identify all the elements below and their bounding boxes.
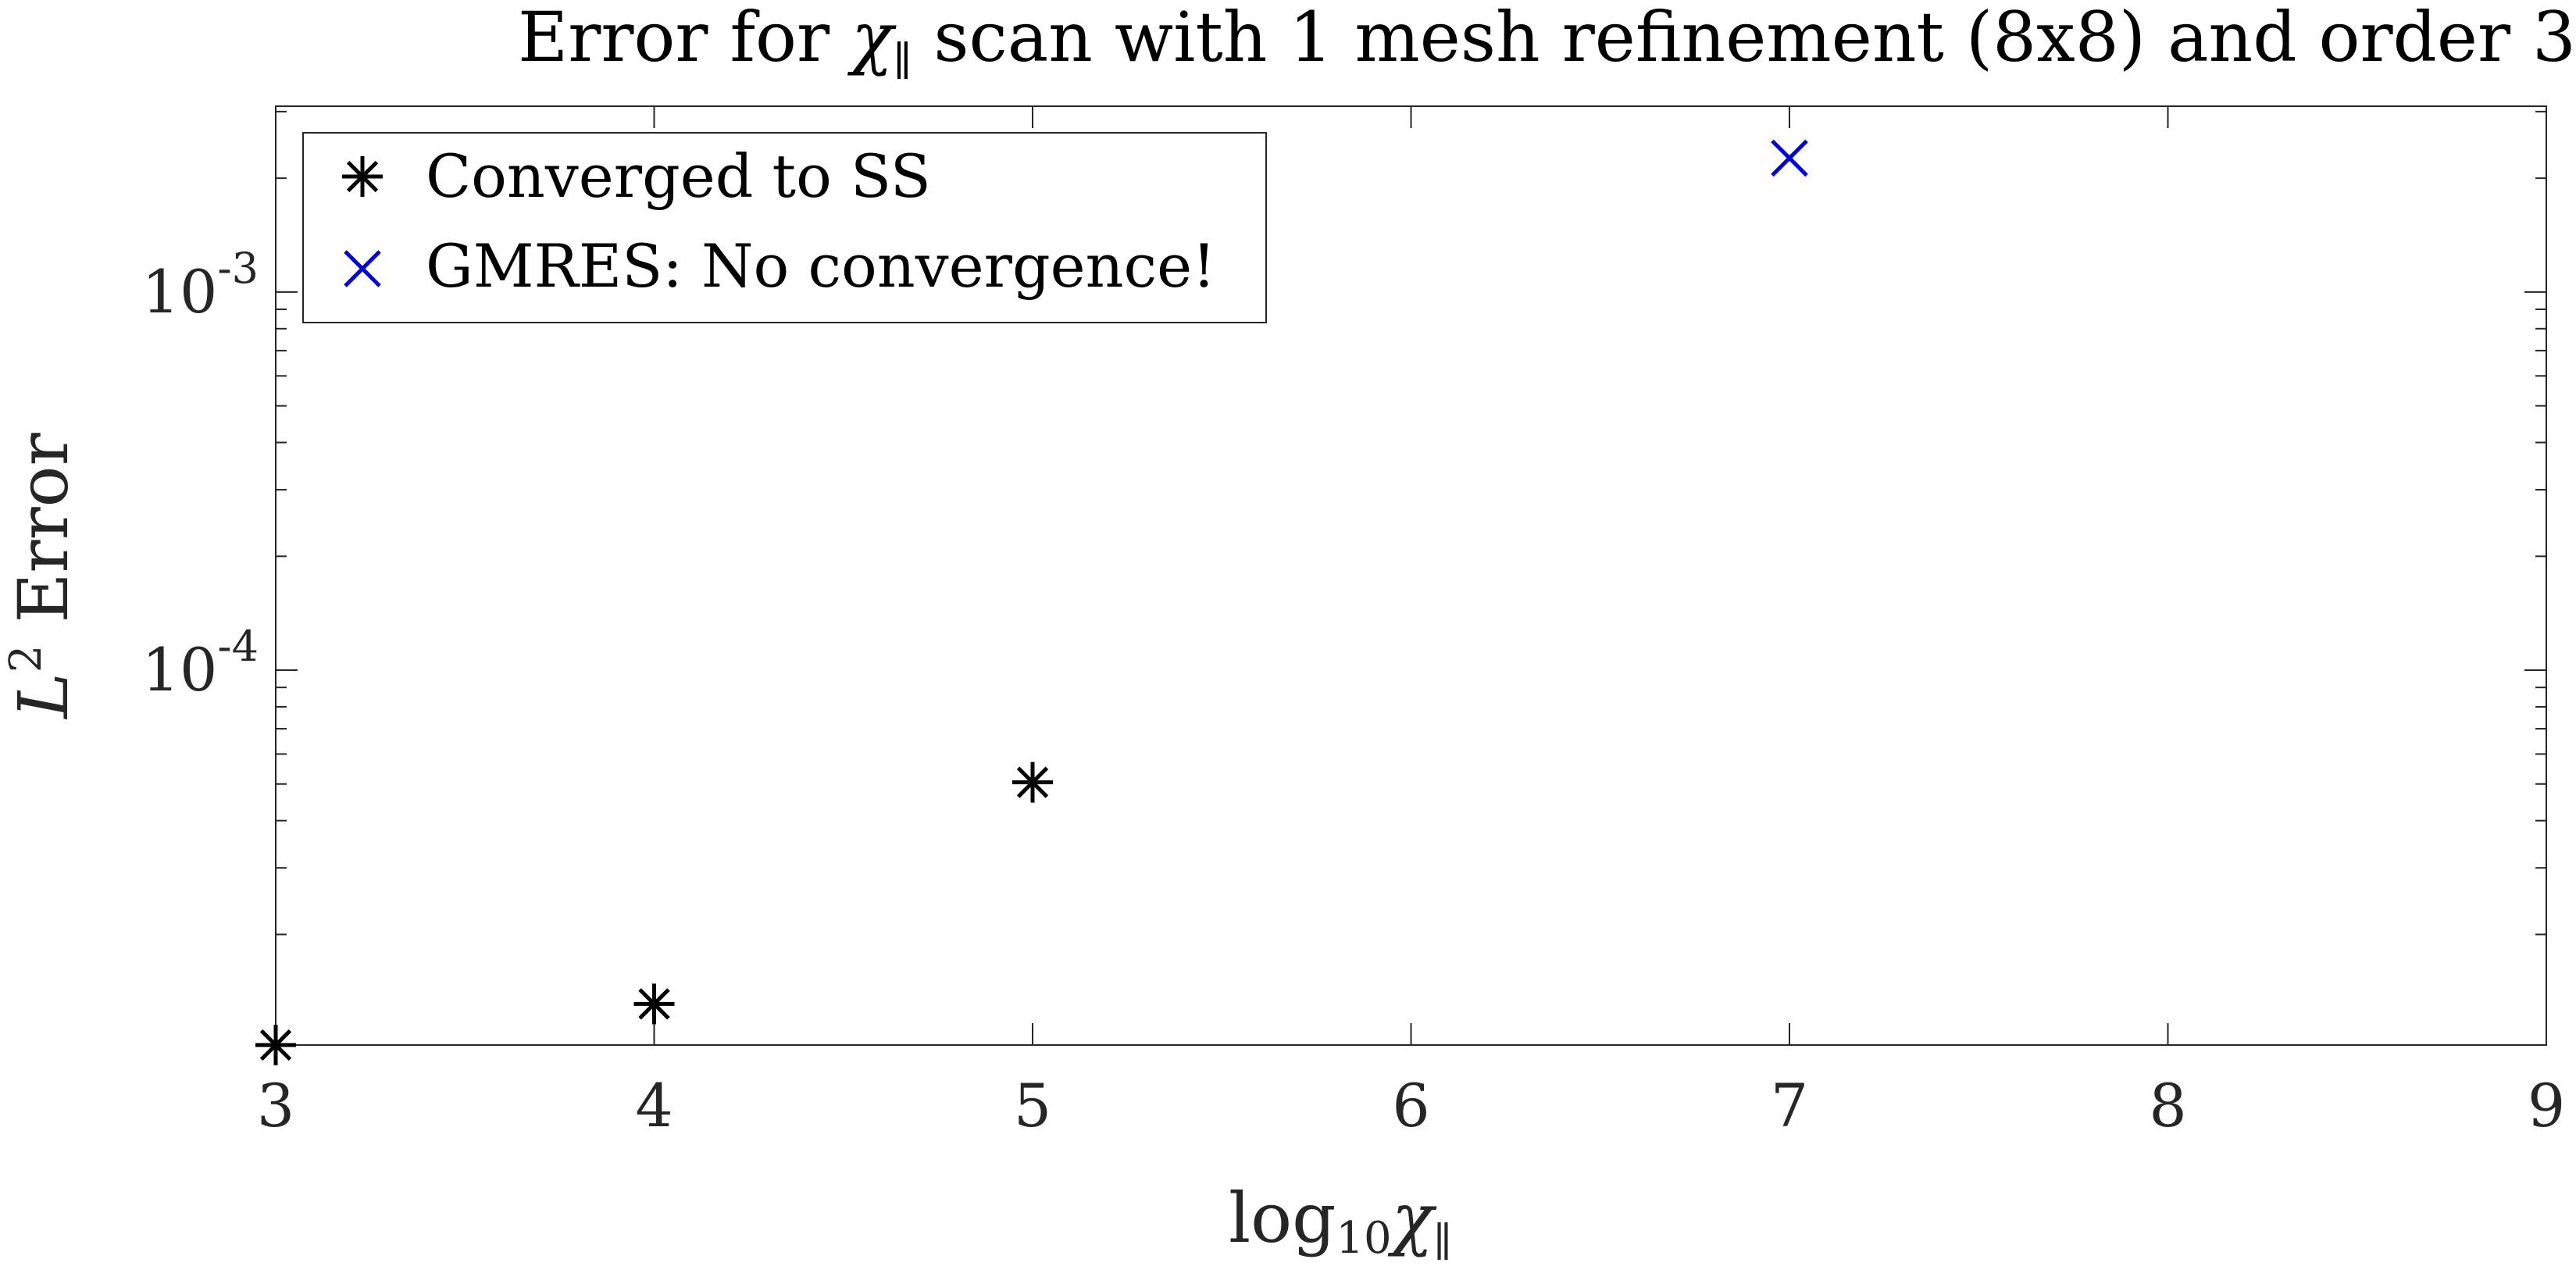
data-point-no-convergence	[1771, 139, 1808, 177]
legend-marker-shape	[344, 250, 381, 287]
y-axis-label: L2 Error	[1, 432, 84, 719]
x-tick-label: 5	[1014, 1071, 1051, 1140]
legend-marker-shape	[342, 156, 383, 197]
y-tick-label: 10-3	[142, 244, 259, 326]
data-points	[255, 139, 1808, 1065]
x-tick-label: 4	[635, 1071, 673, 1140]
x-tick-label: 7	[1771, 1071, 1808, 1140]
y-tick-label: 10-4	[142, 622, 259, 704]
x-tick-label: 6	[1392, 1071, 1429, 1140]
data-point-converged	[255, 1025, 296, 1065]
legend-asterisk-marker	[342, 156, 383, 197]
legend-box	[302, 132, 1267, 323]
chart-title: Error for χ∥ scan with 1 mesh refinement…	[518, 0, 2576, 85]
data-point-converged	[633, 983, 675, 1025]
legend-x-marker	[344, 250, 381, 287]
x-tick-label: 3	[257, 1071, 294, 1140]
legend-label-converged: Converged to SS	[426, 141, 931, 211]
x-tick-label: 8	[2149, 1071, 2186, 1140]
x-tick-label: 9	[2528, 1071, 2565, 1140]
x-axis-ticks: 3 4 5 6 7 8 9	[257, 106, 2565, 1140]
x-axis-label: log10χ∥	[1229, 1178, 1452, 1266]
legend: Converged to SS GMRES: No convergence!	[302, 132, 1267, 323]
y-axis-ticks: 10-4 10-3	[142, 110, 2546, 936]
data-point-converged	[1012, 762, 1053, 803]
legend-label-no-convergence: GMRES: No convergence!	[426, 231, 1216, 301]
